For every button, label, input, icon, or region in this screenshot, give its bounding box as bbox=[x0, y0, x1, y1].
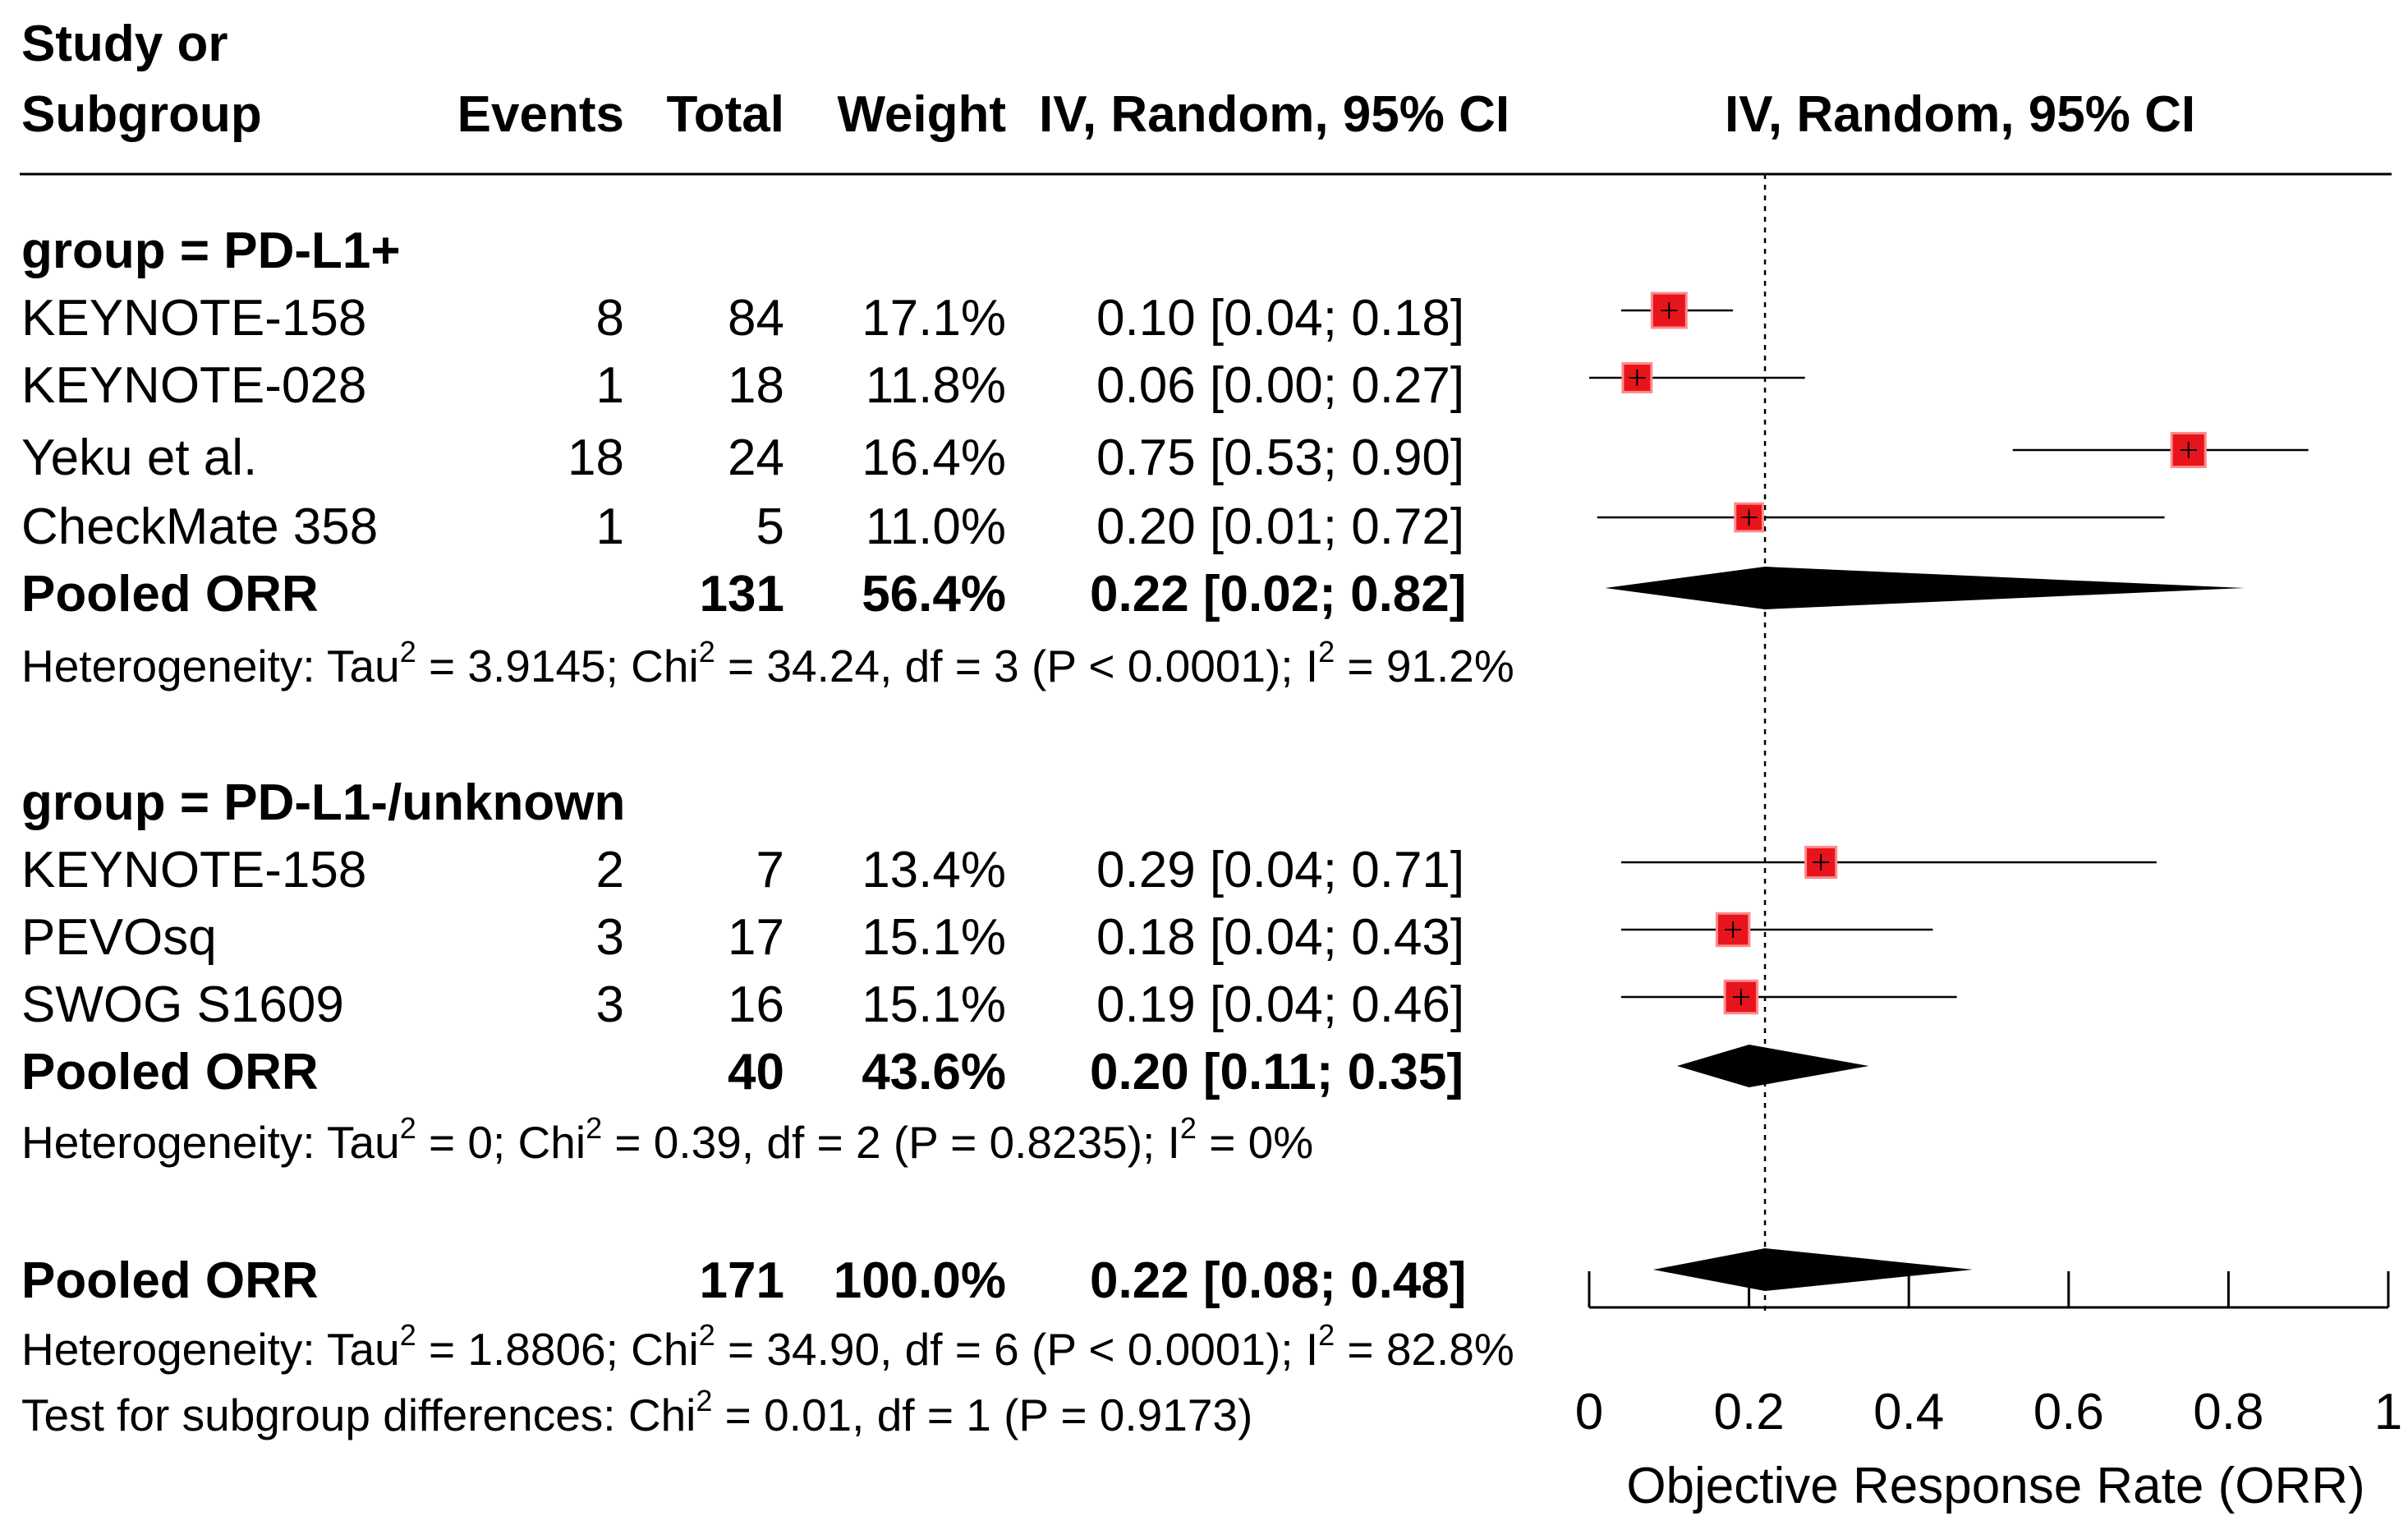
pooled-label: Pooled ORR bbox=[21, 1044, 319, 1100]
study-total: 5 bbox=[756, 498, 784, 555]
study-weight: 15.1% bbox=[862, 909, 1006, 966]
overall-total: 171 bbox=[700, 1252, 784, 1309]
header-weight: Weight bbox=[838, 86, 1007, 143]
study-events: 8 bbox=[596, 290, 624, 347]
overall-pooled-row: Pooled ORR 171 100.0% 0.22 [0.08; 0.48] bbox=[21, 1252, 1466, 1309]
study-weight: 15.1% bbox=[862, 976, 1006, 1033]
study-row: PEVOsq 3 17 15.1% 0.18 [0.04; 0.43] bbox=[21, 909, 1464, 966]
pooled-total: 131 bbox=[700, 566, 784, 622]
study-row: KEYNOTE-158 2 7 13.4% 0.29 [0.04; 0.71] bbox=[21, 842, 1464, 898]
overall-label: Pooled ORR bbox=[21, 1252, 319, 1309]
study-ci-text: 0.18 [0.04; 0.43] bbox=[1096, 909, 1464, 966]
study-weight-box bbox=[1734, 502, 1764, 533]
study-name: Yeku et al. bbox=[21, 430, 257, 486]
study-row: SWOG S1609 3 16 15.1% 0.19 [0.04; 0.46] bbox=[21, 976, 1464, 1033]
header-study-line2: Subgroup bbox=[21, 86, 262, 143]
study-weight-box bbox=[1715, 912, 1751, 948]
plot-area: 0 0.2 0.4 0.6 0.8 1 bbox=[1575, 174, 2402, 1440]
study-events: 1 bbox=[596, 357, 624, 414]
study-ci-text: 0.06 [0.00; 0.27] bbox=[1096, 357, 1464, 414]
study-row: Yeku et al. 18 24 16.4% 0.75 [0.53; 0.90… bbox=[21, 430, 1464, 486]
heterogeneity-text: Heterogeneity: Tau2 = 3.9145; Chi2 = 34.… bbox=[21, 635, 1514, 691]
study-ci-text: 0.20 [0.01; 0.72] bbox=[1096, 498, 1464, 555]
study-name: PEVOsq bbox=[21, 909, 217, 966]
study-ci-text: 0.29 [0.04; 0.71] bbox=[1096, 842, 1464, 898]
study-total: 84 bbox=[728, 290, 784, 347]
study-events: 3 bbox=[596, 976, 624, 1033]
study-weight: 11.0% bbox=[866, 498, 1006, 555]
study-weight-box bbox=[2170, 431, 2207, 469]
x-tick-label: 0.8 bbox=[2193, 1384, 2263, 1440]
study-name: KEYNOTE-158 bbox=[21, 842, 366, 898]
header-events: Events bbox=[457, 86, 624, 143]
pooled-label: Pooled ORR bbox=[21, 566, 319, 622]
pooled-ci-text: 0.20 [0.11; 0.35] bbox=[1090, 1044, 1464, 1100]
study-events: 3 bbox=[596, 909, 624, 966]
pooled-row: Pooled ORR 131 56.4% 0.22 [0.02; 0.82] bbox=[21, 566, 1466, 622]
pooled-total: 40 bbox=[728, 1044, 784, 1100]
study-total: 18 bbox=[728, 357, 784, 414]
pooled-diamond bbox=[1677, 1045, 1869, 1087]
study-total: 7 bbox=[756, 842, 784, 898]
header-total: Total bbox=[667, 86, 785, 143]
study-ci-text: 0.10 [0.04; 0.18] bbox=[1096, 290, 1464, 347]
study-row: KEYNOTE-158 8 84 17.1% 0.10 [0.04; 0.18] bbox=[21, 290, 1464, 347]
study-events: 2 bbox=[596, 842, 624, 898]
overall-heterogeneity-text: Heterogeneity: Tau2 = 1.8806; Chi2 = 34.… bbox=[21, 1318, 1514, 1375]
study-name: SWOG S1609 bbox=[21, 976, 344, 1033]
x-axis-label: Objective Response Rate (ORR) bbox=[1626, 1458, 2364, 1514]
study-weight: 17.1% bbox=[862, 290, 1006, 347]
group-title-pd-l1-positive: group = PD-L1+ bbox=[21, 223, 401, 279]
pooled-row: Pooled ORR 40 43.6% 0.20 [0.11; 0.35] bbox=[21, 1044, 1464, 1100]
study-ci-text: 0.75 [0.53; 0.90] bbox=[1096, 430, 1464, 486]
overall-weight: 100.0% bbox=[834, 1252, 1006, 1309]
pooled-weight: 43.6% bbox=[862, 1044, 1006, 1100]
study-name: KEYNOTE-158 bbox=[21, 290, 366, 347]
overall-diamond bbox=[1652, 1248, 1974, 1291]
study-row: KEYNOTE-028 1 18 11.8% 0.06 [0.00; 0.27] bbox=[21, 357, 1464, 414]
study-weight: 16.4% bbox=[862, 430, 1006, 486]
heterogeneity-text: Heterogeneity: Tau2 = 0; Chi2 = 0.39, df… bbox=[21, 1111, 1313, 1168]
table-header: Study or Subgroup Events Total Weight IV… bbox=[21, 16, 2195, 143]
x-tick-label: 0 bbox=[1575, 1384, 1603, 1440]
study-name: KEYNOTE-028 bbox=[21, 357, 366, 414]
header-ci-text: IV, Random, 95% CI bbox=[1039, 86, 1510, 143]
header-ci-plot: IV, Random, 95% CI bbox=[1725, 86, 2195, 143]
pooled-ci-text: 0.22 [0.02; 0.82] bbox=[1090, 566, 1466, 622]
study-total: 16 bbox=[728, 976, 784, 1033]
study-total: 17 bbox=[728, 909, 784, 966]
pooled-weight: 56.4% bbox=[862, 566, 1006, 622]
x-tick-label: 0.4 bbox=[1873, 1384, 1944, 1440]
study-events: 18 bbox=[568, 430, 624, 486]
study-events: 1 bbox=[596, 498, 624, 555]
study-weight: 13.4% bbox=[862, 842, 1006, 898]
study-weight: 11.8% bbox=[866, 357, 1006, 414]
header-study-line1: Study or bbox=[21, 16, 227, 72]
group-title-pd-l1-negative-unknown: group = PD-L1-/unknown bbox=[21, 774, 625, 831]
study-total: 24 bbox=[728, 430, 784, 486]
study-row: CheckMate 358 1 5 11.0% 0.20 [0.01; 0.72… bbox=[21, 498, 1464, 555]
study-ci-text: 0.19 [0.04; 0.46] bbox=[1096, 976, 1464, 1033]
x-tick-label: 0.2 bbox=[1713, 1384, 1784, 1440]
x-tick-label: 1 bbox=[2374, 1384, 2402, 1440]
overall-ci-text: 0.22 [0.08; 0.48] bbox=[1090, 1252, 1466, 1309]
x-tick-label: 0.6 bbox=[2033, 1384, 2104, 1440]
pooled-diamond bbox=[1605, 567, 2245, 609]
subgroup-test-text: Test for subgroup differences: Chi2 = 0.… bbox=[21, 1384, 1252, 1440]
study-name: CheckMate 358 bbox=[21, 498, 378, 555]
